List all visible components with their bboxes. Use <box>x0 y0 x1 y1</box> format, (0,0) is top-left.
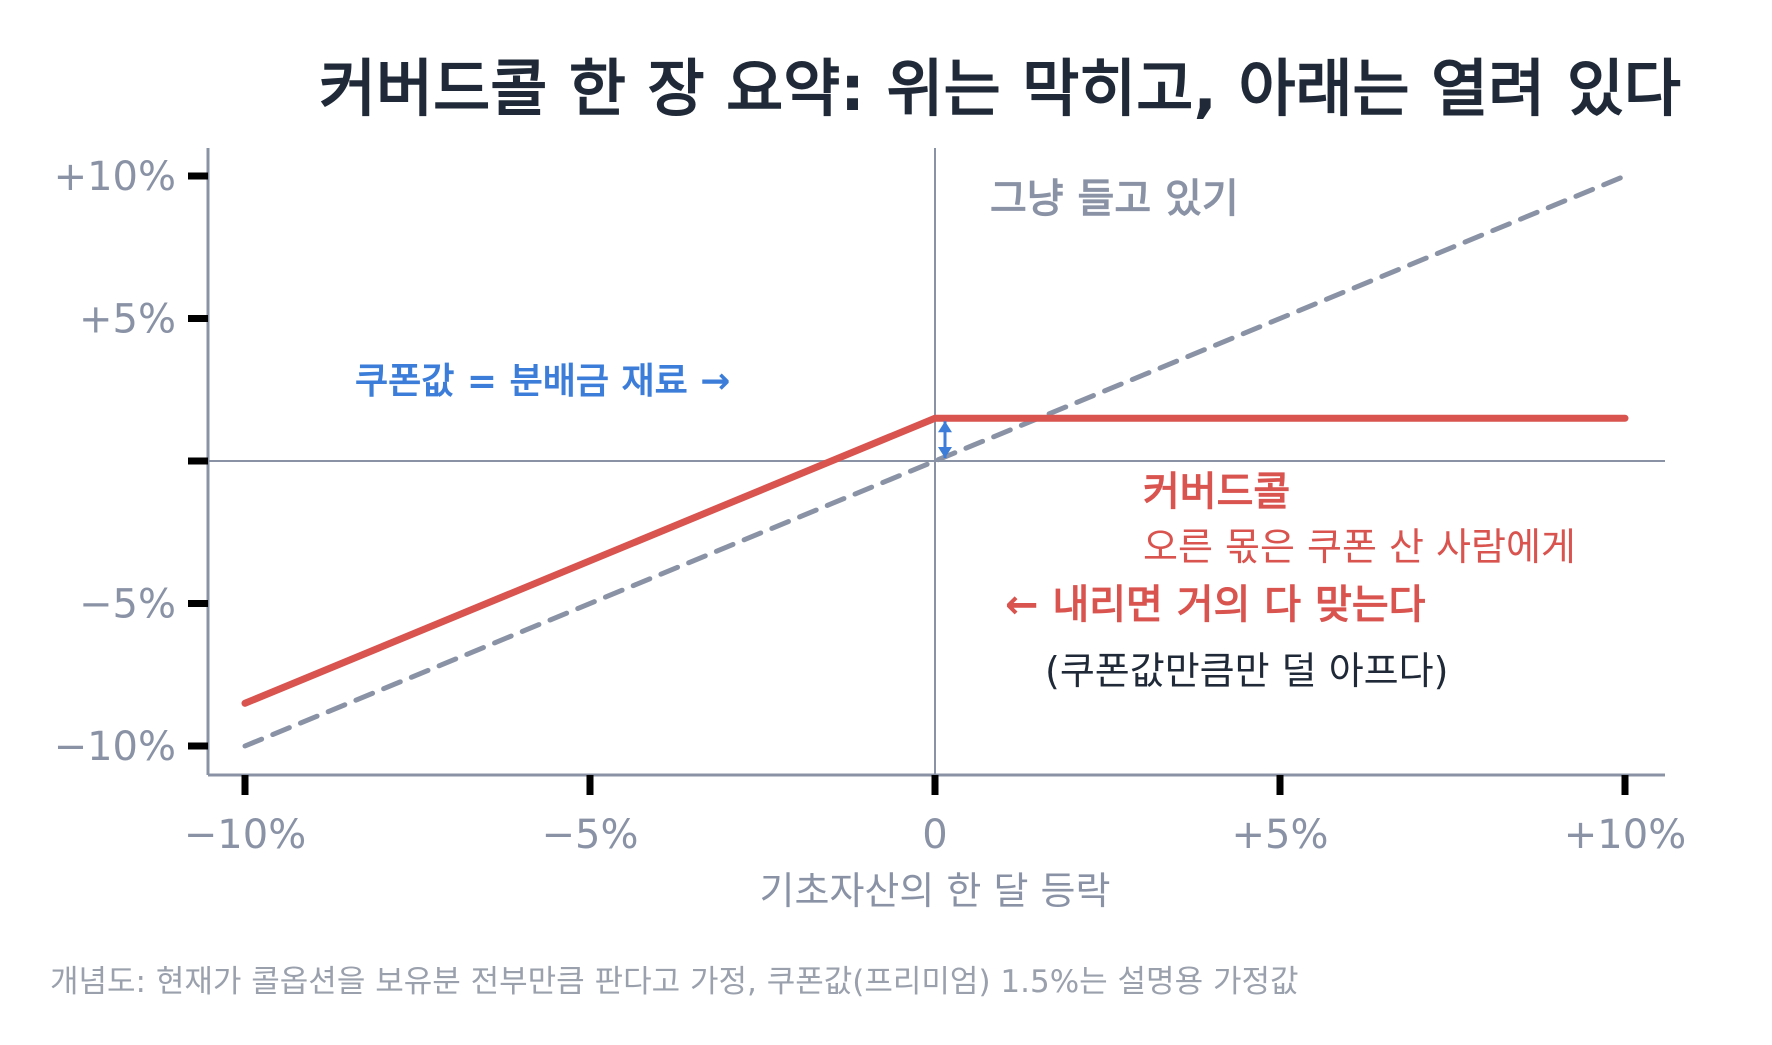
down-label: ← 내리면 거의 다 맞는다 <box>1005 582 1426 628</box>
x-tick-label: 0 <box>922 812 947 858</box>
x-tick-label: −5% <box>542 812 639 858</box>
x-ticks: −10% −5% 0 +5% +10% <box>184 775 1686 858</box>
footnote: 개념도: 현재가 콜옵션을 보유분 전부만큼 판다고 가정, 쿠폰값(프리미엄)… <box>50 964 1299 1000</box>
chart-title: 커버드콜 한 장 요약: 위는 막히고, 아래는 열려 있다 <box>319 52 1681 125</box>
covered-call-series-line <box>241 414 1629 707</box>
coupon-arrow-head <box>938 421 952 433</box>
x-tick-label: −10% <box>184 812 306 858</box>
hold-series-line <box>242 173 1628 749</box>
x-axis-label: 기초자산의 한 달 등락 <box>760 869 1111 913</box>
x-tick-label: +10% <box>1564 812 1686 858</box>
down-sublabel: (쿠폰값만큼만 덜 아프다) <box>1045 649 1448 693</box>
coupon-label: 쿠폰값 = 분배금 재료 → <box>355 361 730 402</box>
y-tick-label: −10% <box>54 724 176 770</box>
y-ticks: +10% +5% −5% −10% <box>54 154 208 770</box>
coupon-arrow-icon <box>938 421 952 458</box>
y-tick-label: −5% <box>79 582 176 628</box>
series-layer <box>241 173 1629 749</box>
covered-call-label: 커버드콜 <box>1143 469 1290 515</box>
hold-label: 그냥 들고 있기 <box>990 176 1239 222</box>
covered-call-sublabel: 오른 몫은 쿠폰 산 사람에게 <box>1143 525 1576 569</box>
y-tick-label: +10% <box>54 154 176 200</box>
y-tick-label: +5% <box>79 297 176 343</box>
x-tick-label: +5% <box>1232 812 1329 858</box>
coupon-arrow-head <box>938 447 952 458</box>
